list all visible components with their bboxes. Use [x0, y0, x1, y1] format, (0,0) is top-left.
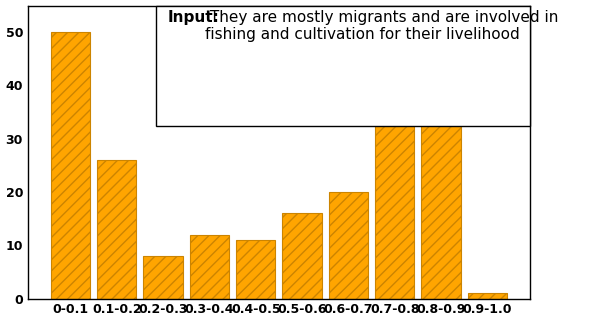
- Bar: [329, 192, 368, 298]
- Bar: [189, 235, 229, 298]
- Bar: [422, 70, 461, 298]
- Text: They are mostly migrants and are involved in
fishing and cultivation for their l: They are mostly migrants and are involve…: [205, 10, 558, 43]
- Bar: [375, 91, 414, 298]
- Bar: [97, 160, 136, 298]
- Bar: [282, 213, 322, 298]
- Bar: [143, 256, 183, 298]
- FancyBboxPatch shape: [156, 5, 530, 126]
- Text: Input:: Input:: [168, 10, 220, 25]
- Bar: [236, 240, 275, 298]
- Bar: [468, 293, 507, 298]
- Bar: [51, 32, 90, 298]
